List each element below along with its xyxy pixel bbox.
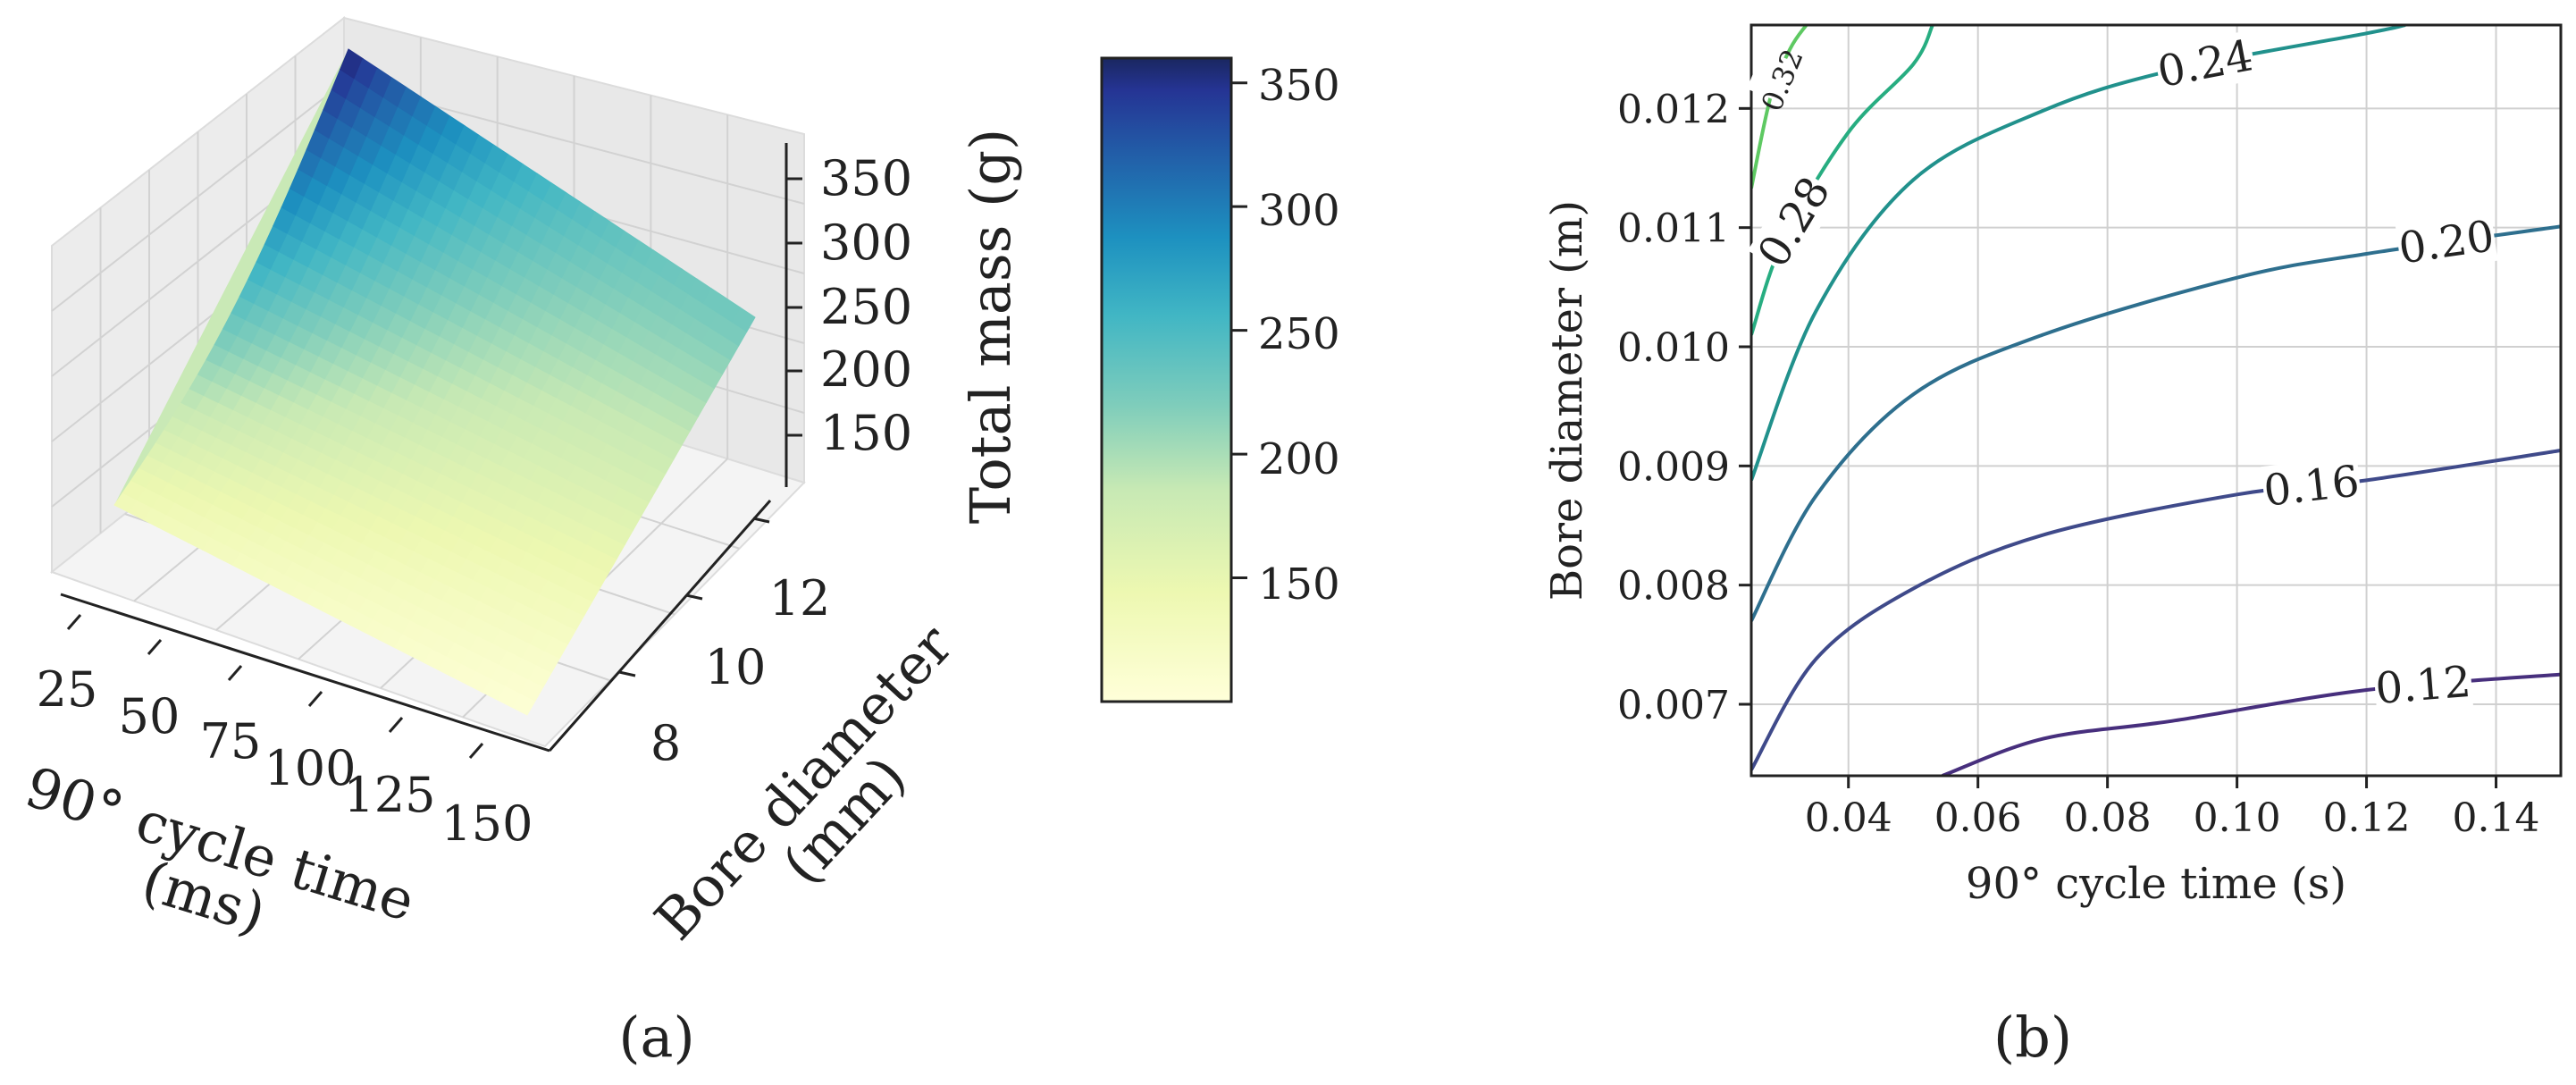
colorbar-ticks bbox=[1231, 81, 1247, 580]
z-tick-label: 250 bbox=[820, 279, 912, 335]
colorbar-tick-label: 200 bbox=[1258, 434, 1340, 484]
tick-mark bbox=[752, 517, 770, 524]
y-axis-label: Bore diameter(mm) bbox=[642, 612, 1005, 990]
x-tick-label: 50 bbox=[119, 688, 180, 744]
x-tick-label: 0.14 bbox=[2453, 795, 2540, 841]
y-tick-label: 0.007 bbox=[1617, 683, 1730, 728]
mass-surface bbox=[113, 48, 756, 716]
ticks-3d bbox=[66, 177, 802, 759]
z-tick-label: 350 bbox=[820, 150, 912, 206]
tick-mark bbox=[618, 670, 636, 677]
contour-level-label: 0.28 bbox=[1748, 167, 1841, 277]
z-tick-label: 200 bbox=[820, 341, 912, 398]
surface-patch bbox=[731, 307, 756, 332]
colorbar-tick-label: 350 bbox=[1258, 61, 1340, 111]
tick-mark bbox=[147, 639, 163, 655]
contour-lines bbox=[1751, 25, 2561, 776]
tick-mark bbox=[307, 691, 323, 707]
contour-grid bbox=[1751, 25, 2561, 776]
contour-line bbox=[1751, 25, 2406, 482]
contour-x-axis-label: 90° cycle time (s) bbox=[1966, 859, 2346, 909]
contour-tick-labels: 0.04 0.06 0.08 0.10 0.12 0.14 0.007 0.008 0.009 0… bbox=[1617, 87, 2539, 841]
y-tick-label: 10 bbox=[705, 639, 767, 695]
y-tick-label: 0.009 bbox=[1617, 444, 1730, 490]
panel-label-a: (a) bbox=[618, 1005, 694, 1070]
surface-plot-3d: 25 50 75 100 125 150 8 10 12 350 300 250… bbox=[18, 15, 1340, 990]
tick-mark bbox=[388, 717, 404, 733]
y-axis-line bbox=[548, 500, 772, 752]
svg-text:0.28: 0.28 bbox=[1748, 168, 1840, 275]
tick-mark bbox=[685, 593, 703, 601]
z-tick-label: 300 bbox=[820, 214, 912, 271]
colorbar bbox=[1100, 56, 1233, 703]
svg-text:0.24: 0.24 bbox=[2153, 30, 2256, 97]
x-tick-label: 125 bbox=[343, 767, 435, 823]
x-tick-label: 150 bbox=[441, 795, 533, 852]
colorbar-tick-label: 300 bbox=[1258, 186, 1340, 236]
svg-text:0.12: 0.12 bbox=[2374, 657, 2473, 714]
contour-frame bbox=[1749, 23, 2563, 778]
tick-mark bbox=[227, 665, 243, 681]
y-tick-label: 12 bbox=[769, 570, 831, 627]
contour-line bbox=[1751, 449, 2561, 771]
svg-text:0.20: 0.20 bbox=[2396, 211, 2497, 273]
x-tick-label: 0.10 bbox=[2194, 795, 2281, 841]
contour-level-label: 0.24 bbox=[2152, 30, 2258, 98]
x-tick-label: 100 bbox=[264, 740, 356, 796]
x-tick-label: 0.06 bbox=[1934, 795, 2022, 841]
y-tick-label: 8 bbox=[650, 715, 681, 771]
tick-mark bbox=[66, 614, 82, 630]
contour-level-label: 0.32 bbox=[1747, 44, 1810, 116]
x-tick-label: 0.08 bbox=[2064, 795, 2152, 841]
colorbar-tick-label: 250 bbox=[1258, 309, 1340, 359]
x-tick-label: 75 bbox=[200, 713, 262, 770]
z-axis-label: Total mass (g) bbox=[958, 129, 1023, 524]
y-tick-label: 0.010 bbox=[1617, 325, 1730, 371]
y-tick-label: 0.008 bbox=[1617, 564, 1730, 610]
contour-level-label: 0.12 bbox=[2372, 656, 2474, 715]
colorbar-tick-label: 150 bbox=[1258, 559, 1340, 610]
z-tick-label: 150 bbox=[820, 405, 912, 461]
contour-line bbox=[1751, 25, 1934, 336]
contour-line bbox=[1751, 224, 2561, 622]
contour-level-label: 0.20 bbox=[2395, 211, 2498, 274]
x-tick-label: 0.12 bbox=[2323, 795, 2411, 841]
panel-label-b: (b) bbox=[1993, 1005, 2072, 1070]
x-axis-line bbox=[60, 593, 550, 753]
y-tick-label: 0.012 bbox=[1617, 87, 1730, 132]
tick-mark bbox=[468, 743, 484, 759]
contour-ticks bbox=[1739, 106, 2498, 788]
svg-text:0.16: 0.16 bbox=[2261, 456, 2362, 516]
contour-y-axis-label: Bore diameter (m) bbox=[1542, 200, 1592, 601]
contour-plot: 0.04 0.06 0.08 0.10 0.12 0.14 0.007 0.008 0.009 0… bbox=[1542, 23, 2563, 909]
grid-line bbox=[51, 81, 345, 312]
contour-level-label: 0.16 bbox=[2261, 456, 2362, 517]
x-tick-label: 25 bbox=[37, 661, 98, 718]
y-tick-label: 0.011 bbox=[1617, 206, 1730, 252]
x-tick-label: 0.04 bbox=[1805, 795, 1892, 841]
